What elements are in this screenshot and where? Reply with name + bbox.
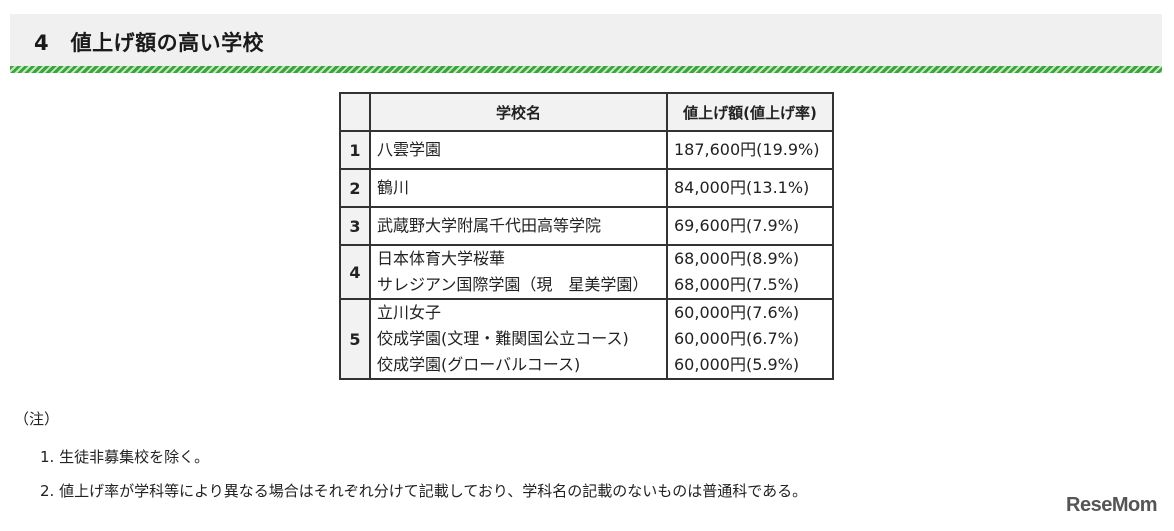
- table-header-row: 学校名 値上げ額(値上げ率): [339, 92, 834, 132]
- section-header: 4 値上げ額の高い学校: [10, 14, 1162, 66]
- table-row: 1 八雲学園 187,600円(19.9%): [339, 130, 834, 170]
- header-amount: 値上げ額(値上げ率): [666, 92, 834, 132]
- amount: 68,000円(7.5%): [674, 275, 800, 294]
- green-stripe-divider: [10, 66, 1162, 73]
- amount-cell: 84,000円(13.1%): [666, 168, 834, 208]
- school-name: 武蔵野大学附属千代田高等学院: [377, 216, 602, 235]
- school-name: サレジアン国際学園（現 星美学園）: [377, 275, 649, 294]
- rank-number: 2: [339, 168, 371, 208]
- rank-number: 1: [339, 130, 371, 170]
- rank-number: 4: [339, 244, 371, 300]
- amount-cell: 69,600円(7.9%): [666, 206, 834, 246]
- school-name: 鶴川: [377, 178, 410, 197]
- header-rank: [339, 92, 371, 132]
- amount: 60,000円(5.9%): [674, 355, 800, 374]
- rank-number: 5: [339, 298, 371, 380]
- school-name: 日本体育大学桜華: [377, 249, 506, 268]
- resemom-logo: ReseMom: [1066, 494, 1157, 516]
- school-name: 立川女子: [377, 303, 442, 322]
- amount: 60,000円(6.7%): [674, 329, 800, 348]
- amount-cell: 187,600円(19.9%): [666, 130, 834, 170]
- note-item: 1. 生徒非募集校を除く。: [40, 448, 210, 466]
- rank-number: 3: [339, 206, 371, 246]
- amount: 60,000円(7.6%): [674, 303, 800, 322]
- school-name: 八雲学園: [377, 140, 442, 159]
- table-row: 2 鶴川 84,000円(13.1%): [339, 168, 834, 208]
- school-name: 佼成学園(グローバルコース): [377, 355, 581, 374]
- school-name-cell: 立川女子 佼成学園(文理・難関国公立コース) 佼成学園(グローバルコース): [369, 298, 668, 380]
- school-name-cell: 日本体育大学桜華 サレジアン国際学園（現 星美学園）: [369, 244, 668, 300]
- school-name-cell: 武蔵野大学附属千代田高等学院: [369, 206, 668, 246]
- amount-cell: 60,000円(7.6%) 60,000円(6.7%) 60,000円(5.9%…: [666, 298, 834, 380]
- amount: 84,000円(13.1%): [674, 178, 810, 197]
- amount: 68,000円(8.9%): [674, 249, 800, 268]
- table-row: 3 武蔵野大学附属千代田高等学院 69,600円(7.9%): [339, 206, 834, 246]
- note-item: 2. 値上げ率が学科等により異なる場合はそれぞれ分けて記載しており、学科名の記載…: [40, 482, 808, 500]
- school-name-cell: 鶴川: [369, 168, 668, 208]
- ranking-table: 学校名 値上げ額(値上げ率) 1 八雲学園 187,600円(19.9%) 2 …: [339, 92, 834, 380]
- amount: 69,600円(7.9%): [674, 216, 800, 235]
- table-row: 4 日本体育大学桜華 サレジアン国際学園（現 星美学園） 68,000円(8.9…: [339, 244, 834, 300]
- amount: 187,600円(19.9%): [674, 140, 820, 159]
- school-name: 佼成学園(文理・難関国公立コース): [377, 329, 629, 348]
- header-school-name: 学校名: [369, 92, 668, 132]
- notes-label: （注）: [14, 410, 60, 428]
- amount-cell: 68,000円(8.9%) 68,000円(7.5%): [666, 244, 834, 300]
- school-name-cell: 八雲学園: [369, 130, 668, 170]
- section-title: 4 値上げ額の高い学校: [34, 31, 265, 55]
- table-row: 5 立川女子 佼成学園(文理・難関国公立コース) 佼成学園(グローバルコース) …: [339, 298, 834, 380]
